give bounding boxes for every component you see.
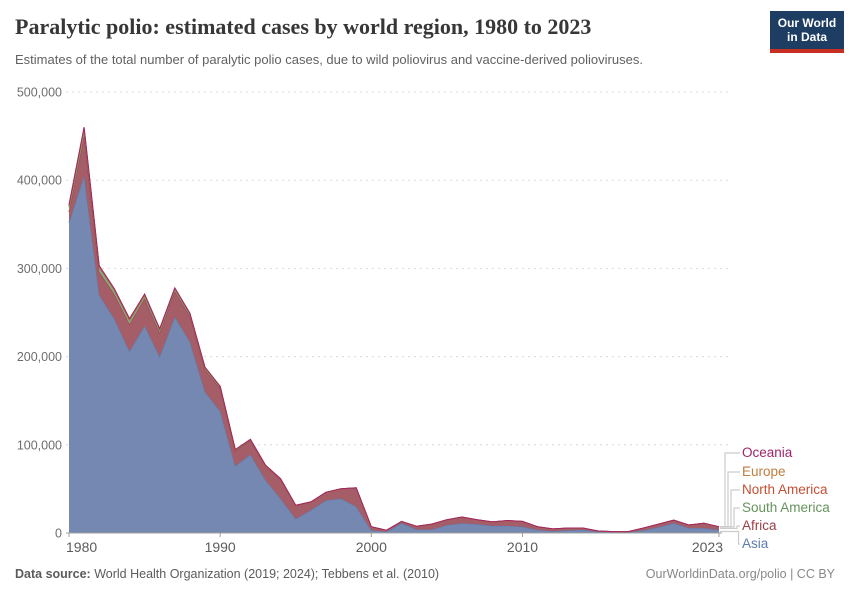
owid-logo[interactable]: Our World in Data xyxy=(770,11,844,53)
legend-item-south-america[interactable]: South America xyxy=(742,500,830,515)
area-top-line-oceania xyxy=(68,127,720,533)
y-tick-label-0: 0 xyxy=(55,527,62,541)
x-tick-label-2000: 2000 xyxy=(356,539,387,555)
legend-connector-south-america xyxy=(720,507,740,528)
y-tick-label-400000: 400,000 xyxy=(17,174,62,188)
x-tick-label-1980: 1980 xyxy=(66,539,97,555)
logo-line-1: Our World xyxy=(777,16,837,30)
data-source-line: Data source: World Health Organization (… xyxy=(15,567,439,581)
y-tick-label-500000: 500,000 xyxy=(17,86,62,100)
x-tick-label-1990: 1990 xyxy=(205,539,236,555)
y-tick-label-100000: 100,000 xyxy=(17,438,62,452)
legend-connector-africa xyxy=(720,525,740,530)
legend-connector-asia xyxy=(720,530,740,545)
area-asia[interactable] xyxy=(69,175,719,534)
legend-item-europe[interactable]: Europe xyxy=(742,464,786,479)
legend-connector-europe xyxy=(720,471,740,528)
chart-subtitle: Estimates of the total number of paralyt… xyxy=(15,52,643,67)
data-source-text: World Health Organization (2019; 2024); … xyxy=(90,567,440,581)
x-tick-label-2010: 2010 xyxy=(507,539,538,555)
y-tick-label-200000: 200,000 xyxy=(17,350,62,364)
x-tick-label-2023: 2023 xyxy=(692,539,723,555)
legend-item-north-america[interactable]: North America xyxy=(742,482,828,497)
legend-item-oceania[interactable]: Oceania xyxy=(742,445,793,460)
y-tick-label-300000: 300,000 xyxy=(17,262,62,276)
logo-line-2: in Data xyxy=(786,30,827,44)
footer-citation-link[interactable]: OurWorldinData.org/polio | CC BY xyxy=(645,567,835,581)
data-source-label: Data source: xyxy=(15,567,91,581)
legend-item-africa[interactable]: Africa xyxy=(742,518,777,533)
legend-item-asia[interactable]: Asia xyxy=(742,536,769,551)
chart-title: Paralytic polio: estimated cases by worl… xyxy=(15,14,592,39)
